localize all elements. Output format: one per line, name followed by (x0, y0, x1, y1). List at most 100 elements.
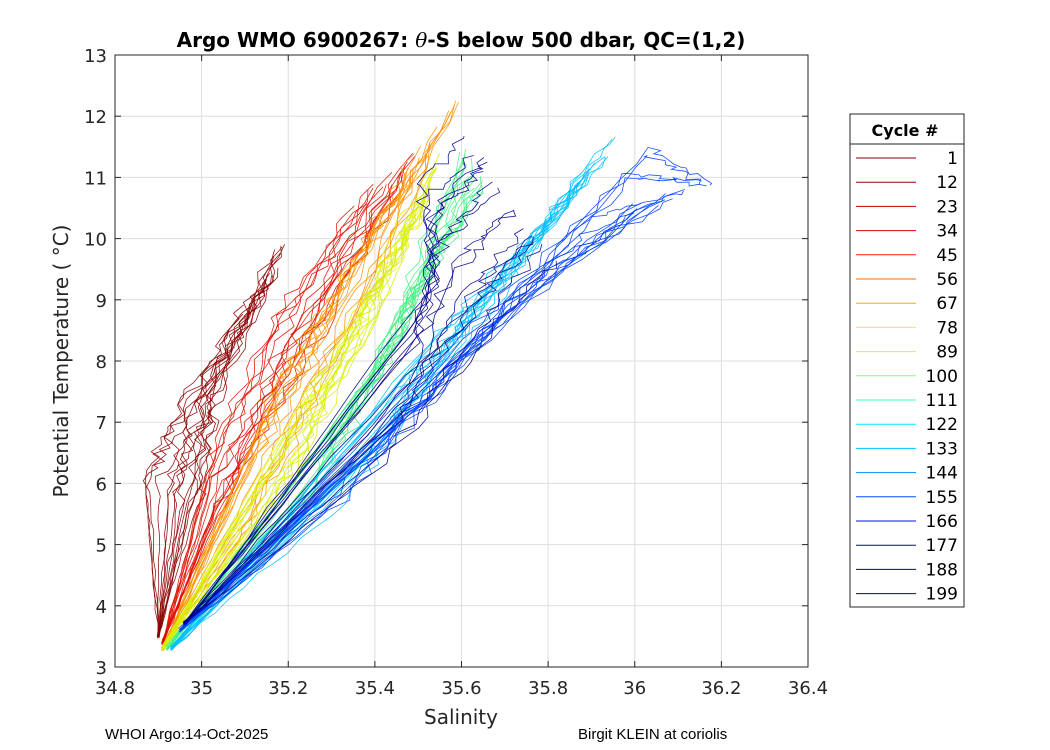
profile-line (145, 304, 244, 638)
profile-line (162, 186, 401, 650)
profiles (142, 100, 713, 651)
profile-line (163, 164, 406, 643)
plot-area: 34.8 35 35.2 35.4 35.6 35.8 36 36.2 36.4 3 4 5 6 7 8 9 1… (84, 46, 828, 699)
profile-line (161, 157, 420, 651)
profile-line (163, 175, 411, 650)
y-tick-label: 5 (96, 536, 107, 557)
legend-entry: 122 (856, 415, 958, 435)
profile-line (180, 210, 635, 633)
footer-left: WHOI Argo:14-Oct-2025 (105, 726, 269, 743)
profile-line (161, 183, 374, 643)
profile-line (161, 177, 432, 648)
profile-line (161, 155, 428, 651)
profile-line (183, 209, 515, 624)
y-tick-label: 10 (84, 230, 107, 251)
profile-line (182, 187, 501, 624)
profile-line (162, 186, 384, 644)
x-tick-label: 35.8 (528, 678, 568, 699)
title-prefix: Argo WMO 6900267: (177, 28, 416, 52)
legend-label: 122 (926, 415, 958, 435)
profile-line (184, 155, 474, 624)
legend-label: 89 (936, 343, 958, 363)
profile-line (161, 126, 438, 650)
profile-line (183, 157, 485, 624)
profile-line (184, 243, 543, 623)
profile-line (182, 236, 534, 623)
legend-label: 12 (936, 173, 958, 193)
x-tick-label: 36 (623, 678, 646, 699)
profile-line (161, 142, 431, 649)
profile-line (180, 177, 700, 630)
legend-entry: 12 (856, 173, 958, 193)
profile-band (178, 146, 713, 633)
profile-line (161, 194, 426, 647)
profile-line (157, 267, 279, 637)
legend-box (849, 113, 965, 608)
legend-label: 155 (926, 488, 958, 508)
legend-label: 177 (926, 536, 958, 556)
legend-entry: 133 (856, 439, 958, 459)
legend-label: 133 (926, 439, 958, 459)
legend-items: 1 12 23 34 45 56 67 78 89 100 111 122 133 144 155 166 17… (856, 149, 958, 605)
title-suffix: -S below 500 dbar, QC=(1,2) (427, 28, 745, 52)
profile-band (142, 244, 285, 639)
y-tick-label: 4 (96, 597, 107, 618)
x-axis-label: Salinity (424, 705, 498, 729)
profile-line (179, 193, 666, 630)
x-tick-label: 35 (190, 678, 213, 699)
legend-label: 188 (926, 560, 958, 580)
legend-label: 111 (926, 391, 958, 411)
legend-entry: 1 (856, 149, 958, 169)
x-tick-label: 35.2 (268, 678, 308, 699)
profile-line (166, 180, 483, 650)
profile-line (162, 101, 459, 651)
profile-line (182, 228, 524, 623)
legend-label: 78 (936, 318, 958, 338)
profile-line (179, 202, 642, 632)
profile-line (162, 212, 423, 647)
legend-label: 67 (936, 294, 958, 314)
legend-entry: 177 (856, 536, 958, 556)
ticks: 34.8 35 35.2 35.4 35.6 35.8 36 36.2 36.4 3 4 5 6 7 8 9 1… (84, 46, 828, 699)
y-tick-label: 3 (96, 658, 107, 679)
legend-entry: 199 (856, 585, 958, 605)
y-tick-label: 8 (96, 352, 107, 373)
profile-line (158, 275, 272, 638)
legend-entry: 111 (856, 391, 958, 411)
legend-entry: 166 (856, 512, 958, 532)
legend-entry: 188 (856, 560, 958, 580)
profile-line (161, 172, 401, 645)
legend-entry: 56 (856, 270, 958, 290)
legend-entry: 23 (856, 197, 958, 217)
profile-line (163, 191, 419, 651)
profile-line (183, 135, 465, 625)
legend: Cycle # 1 12 23 34 45 56 67 78 89 100 111 122 133 144… (849, 113, 965, 608)
legend-label: 34 (936, 222, 958, 242)
legend-label: 1 (947, 149, 958, 169)
legend-label: 56 (936, 270, 958, 290)
y-tick-label: 6 (96, 474, 107, 495)
x-tick-label: 35.6 (441, 678, 481, 699)
x-tick-label: 36.2 (701, 678, 741, 699)
x-tick-label: 35.4 (355, 678, 395, 699)
profile-line (159, 249, 275, 637)
profile-line (161, 167, 438, 651)
y-tick-label: 12 (84, 107, 107, 128)
profile-band (182, 135, 558, 627)
y-axis-label: Potential Temperature ( °C) (49, 225, 73, 498)
legend-entry: 89 (856, 343, 958, 363)
profile-line (185, 235, 533, 625)
legend-label: 199 (926, 585, 958, 605)
profile-line (183, 210, 517, 624)
profile-line (178, 155, 707, 629)
x-tick-label: 34.8 (95, 678, 135, 699)
legend-entry: 45 (856, 246, 958, 266)
profile-line (182, 181, 493, 627)
legend-label: 166 (926, 512, 958, 532)
y-tick-label: 13 (84, 46, 107, 67)
legend-label: 23 (936, 197, 958, 217)
legend-label: 144 (926, 464, 958, 484)
footer-right: Birgit KLEIN at coriolis (578, 726, 728, 743)
profile-line (179, 203, 652, 631)
